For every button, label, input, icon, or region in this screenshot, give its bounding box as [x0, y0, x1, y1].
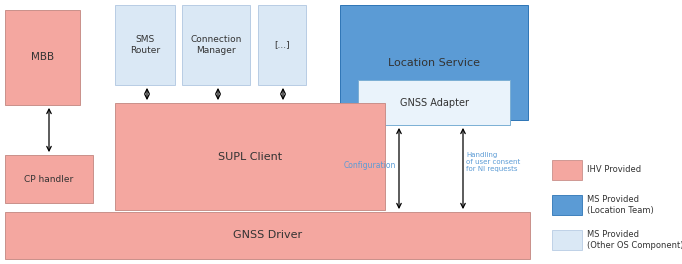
Bar — [5, 212, 530, 259]
Bar — [552, 160, 582, 180]
Text: CP handler: CP handler — [25, 175, 74, 183]
Text: SMS
Router: SMS Router — [130, 35, 160, 55]
Text: Handling
of user consent
for NI requests: Handling of user consent for NI requests — [466, 152, 520, 172]
Text: IHV Provided: IHV Provided — [587, 166, 641, 175]
Bar — [552, 230, 582, 250]
Text: Location Service: Location Service — [388, 58, 480, 68]
Bar — [258, 5, 306, 85]
Bar — [358, 80, 510, 125]
Text: MS Provided
(Location Team): MS Provided (Location Team) — [587, 195, 654, 215]
Bar — [115, 103, 385, 210]
Text: SUPL Client: SUPL Client — [218, 152, 282, 162]
Text: [...]: [...] — [274, 40, 290, 50]
Text: GNSS Adapter: GNSS Adapter — [400, 97, 469, 107]
Text: MBB: MBB — [31, 53, 54, 63]
Text: GNSS Driver: GNSS Driver — [233, 230, 302, 241]
Bar — [340, 5, 528, 120]
Bar — [5, 155, 93, 203]
Text: MS Provided
(Other OS Component): MS Provided (Other OS Component) — [587, 230, 682, 250]
Text: Connection
Manager: Connection Manager — [190, 35, 241, 55]
Bar — [115, 5, 175, 85]
Bar — [5, 10, 80, 105]
Text: Configuration: Configuration — [344, 161, 396, 169]
Bar — [552, 195, 582, 215]
Bar — [182, 5, 250, 85]
